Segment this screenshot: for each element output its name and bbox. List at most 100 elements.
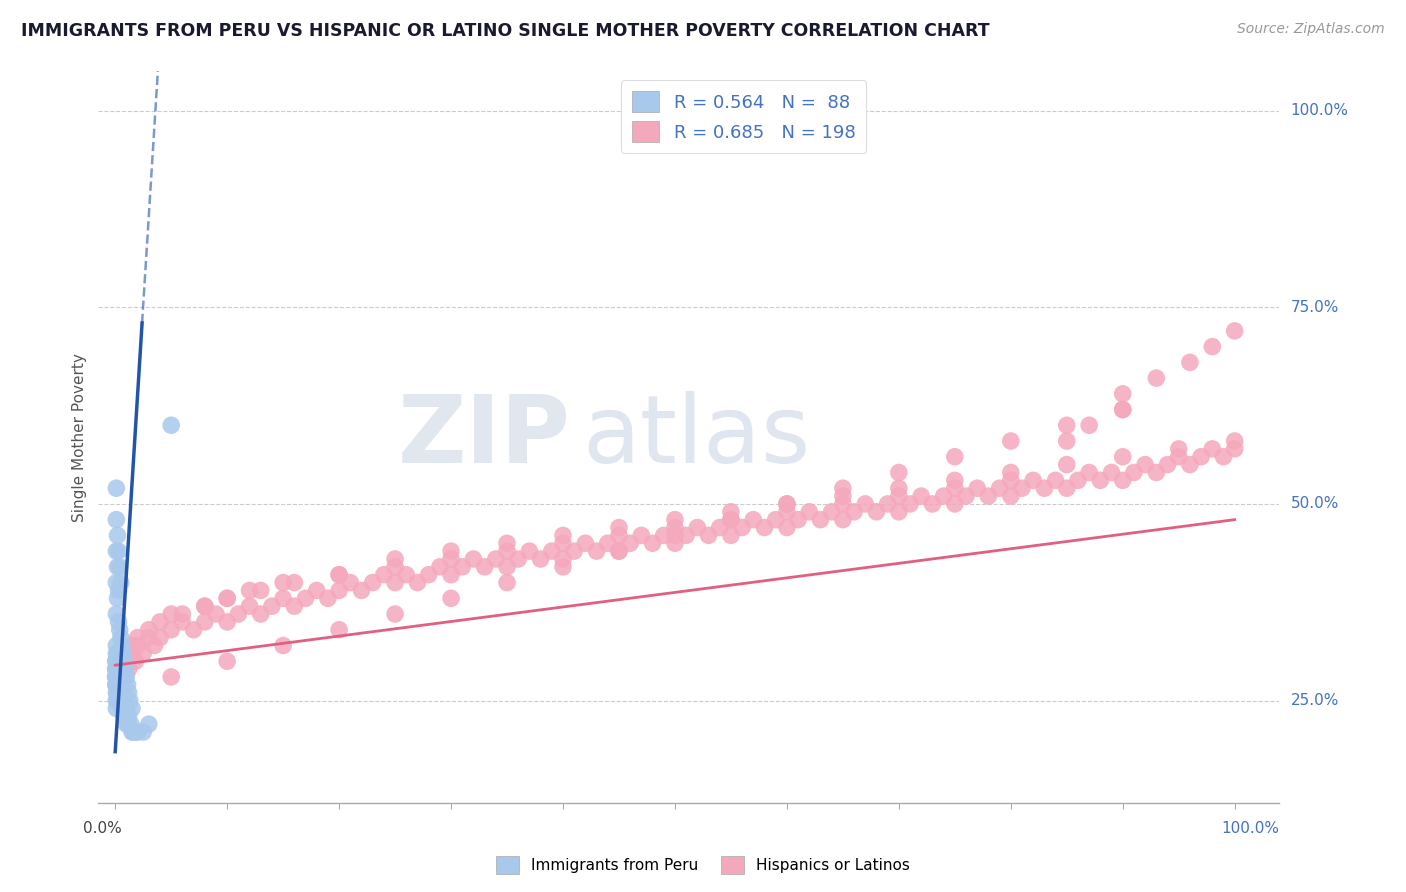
Point — [776, 520, 799, 534]
Point — [217, 591, 239, 606]
Point — [194, 599, 217, 614]
Point — [1167, 442, 1189, 456]
Text: 0.0%: 0.0% — [83, 821, 122, 836]
Point — [865, 505, 887, 519]
Point — [709, 520, 731, 534]
Point — [105, 654, 128, 668]
Point — [107, 686, 129, 700]
Point — [316, 591, 339, 606]
Point — [328, 583, 350, 598]
Point — [107, 678, 129, 692]
Point — [160, 607, 183, 621]
Legend: R = 0.564   N =  88, R = 0.685   N = 198: R = 0.564 N = 88, R = 0.685 N = 198 — [621, 80, 866, 153]
Point — [652, 528, 675, 542]
Point — [112, 662, 135, 676]
Point — [440, 552, 463, 566]
Point — [328, 623, 350, 637]
Point — [105, 654, 128, 668]
Point — [429, 559, 451, 574]
Point — [107, 662, 129, 676]
Point — [1223, 434, 1246, 448]
Legend: Immigrants from Peru, Hispanics or Latinos: Immigrants from Peru, Hispanics or Latin… — [489, 850, 917, 880]
Point — [294, 591, 316, 606]
Point — [110, 631, 132, 645]
Point — [1056, 481, 1078, 495]
Point — [143, 639, 166, 653]
Point — [124, 654, 146, 668]
Point — [107, 591, 129, 606]
Point — [121, 701, 143, 715]
Point — [205, 607, 228, 621]
Point — [720, 528, 742, 542]
Point — [821, 505, 844, 519]
Point — [194, 615, 217, 629]
Point — [776, 497, 799, 511]
Point — [107, 654, 129, 668]
Point — [112, 709, 135, 723]
Point — [1156, 458, 1178, 472]
Point — [107, 693, 129, 707]
Point — [910, 489, 932, 503]
Point — [271, 639, 294, 653]
Point — [107, 662, 129, 676]
Point — [1078, 418, 1101, 433]
Point — [540, 544, 562, 558]
Point — [664, 513, 686, 527]
Point — [117, 662, 139, 676]
Point — [107, 662, 129, 676]
Point — [1201, 442, 1223, 456]
Point — [121, 639, 143, 653]
Point — [118, 693, 141, 707]
Point — [249, 607, 271, 621]
Point — [977, 489, 1000, 503]
Point — [105, 607, 128, 621]
Point — [105, 481, 128, 495]
Point — [551, 528, 574, 542]
Point — [160, 670, 183, 684]
Point — [138, 631, 160, 645]
Point — [664, 520, 686, 534]
Point — [122, 725, 145, 739]
Point — [675, 528, 697, 542]
Point — [120, 717, 142, 731]
Point — [111, 686, 134, 700]
Point — [1078, 466, 1101, 480]
Point — [105, 693, 128, 707]
Point — [238, 599, 260, 614]
Point — [562, 544, 585, 558]
Point — [921, 497, 943, 511]
Point — [104, 670, 127, 684]
Point — [496, 559, 519, 574]
Point — [105, 575, 128, 590]
Point — [260, 599, 283, 614]
Point — [485, 552, 508, 566]
Point — [107, 686, 129, 700]
Text: 100.0%: 100.0% — [1222, 821, 1279, 836]
Point — [107, 544, 129, 558]
Point — [105, 678, 128, 692]
Point — [105, 670, 128, 684]
Point — [395, 567, 418, 582]
Point — [440, 591, 463, 606]
Point — [110, 678, 132, 692]
Point — [787, 513, 810, 527]
Point — [110, 678, 132, 692]
Point — [1000, 489, 1022, 503]
Point — [585, 544, 607, 558]
Point — [127, 631, 149, 645]
Point — [117, 686, 139, 700]
Point — [664, 536, 686, 550]
Point — [115, 670, 138, 684]
Point — [217, 591, 239, 606]
Point — [115, 701, 138, 715]
Point — [105, 678, 128, 692]
Point — [1000, 434, 1022, 448]
Point — [1033, 481, 1056, 495]
Point — [932, 489, 955, 503]
Point — [172, 615, 194, 629]
Point — [853, 497, 876, 511]
Point — [108, 678, 131, 692]
Point — [384, 575, 406, 590]
Point — [519, 544, 541, 558]
Point — [810, 513, 832, 527]
